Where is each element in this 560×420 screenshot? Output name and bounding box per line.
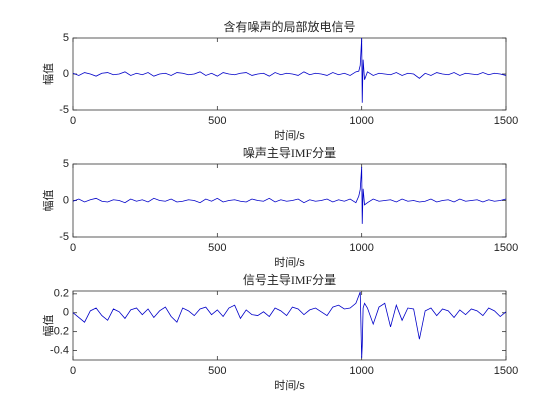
- y-tick-label: 0.2: [54, 288, 69, 300]
- y-tick-label: 0: [63, 307, 69, 319]
- x-tick-label: 1000: [349, 115, 373, 127]
- y-tick-label: -5: [59, 231, 69, 243]
- x-tick-label: 500: [208, 242, 226, 254]
- y-tick-label: -0.4: [50, 344, 69, 356]
- x-tick-label: 1500: [494, 242, 518, 254]
- x-tick-label: 500: [208, 115, 226, 127]
- x-axis-label: 时间/s: [274, 256, 305, 269]
- x-tick-label: 1500: [494, 365, 518, 377]
- x-tick-label: 500: [208, 365, 226, 377]
- y-tick-label: -0.2: [50, 326, 69, 338]
- chart-title: 含有噪声的局部放电信号: [223, 19, 355, 34]
- signal-line: [72, 291, 507, 359]
- x-axis-label: 时间/s: [274, 379, 305, 392]
- y-tick-label: -5: [59, 104, 69, 116]
- signal-line: [72, 37, 507, 103]
- y-axis-label: 幅值: [42, 63, 55, 85]
- y-tick-label: 0: [63, 194, 69, 206]
- chart-title: 噪声主导IMF分量: [243, 146, 336, 160]
- y-tick-label: 0: [63, 68, 69, 80]
- y-tick-label: 5: [63, 158, 69, 170]
- x-tick-label: 1000: [349, 242, 373, 254]
- y-tick-label: 5: [63, 32, 69, 44]
- x-tick-label: 0: [70, 365, 76, 377]
- x-tick-label: 1000: [349, 365, 373, 377]
- plot-area: [72, 290, 507, 361]
- x-tick-label: 1500: [494, 115, 518, 127]
- x-tick-label: 0: [70, 242, 76, 254]
- x-tick-label: 0: [70, 115, 76, 127]
- y-axis-label: 幅值: [42, 190, 55, 212]
- y-axis-label: 幅值: [42, 315, 55, 337]
- signal-line: [72, 166, 507, 224]
- x-axis-label: 时间/s: [274, 129, 305, 142]
- chart-title: 信号主导IMF分量: [243, 273, 336, 287]
